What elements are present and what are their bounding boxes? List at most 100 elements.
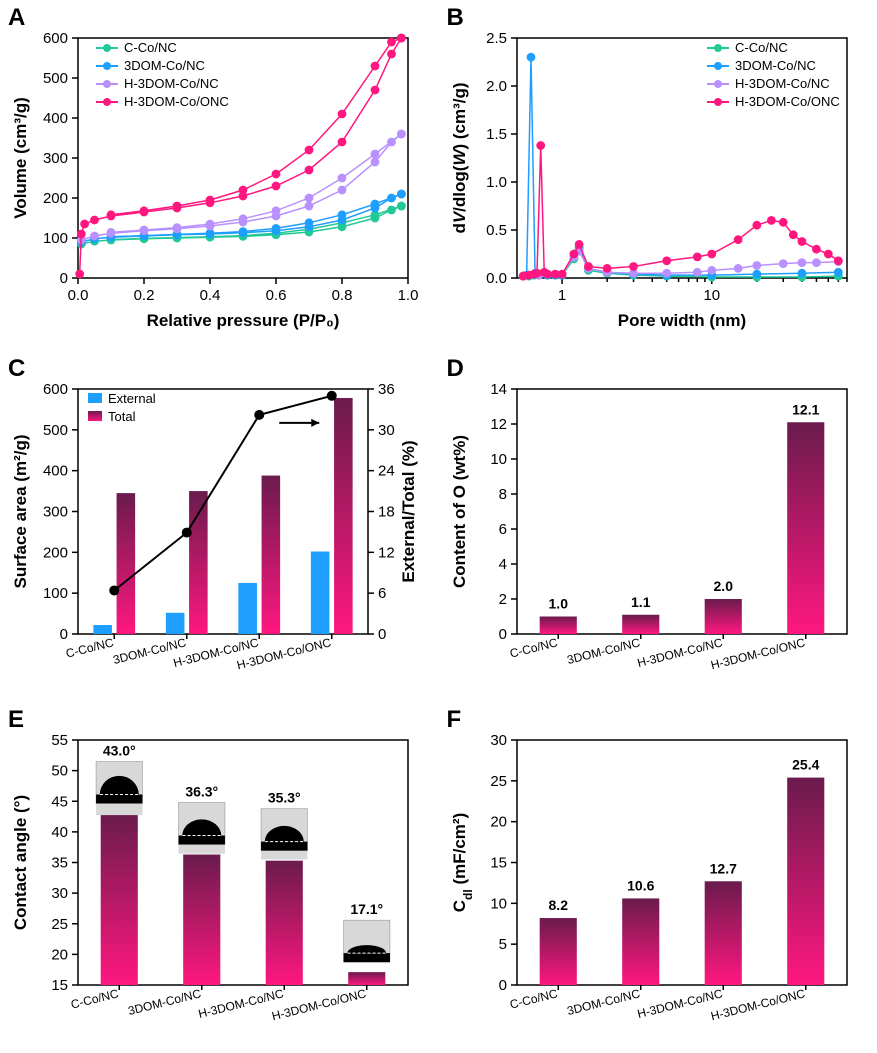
svg-text:External/Total (%): External/Total (%) [399, 440, 418, 582]
svg-text:1.0: 1.0 [486, 174, 507, 191]
svg-text:4: 4 [498, 556, 506, 573]
svg-text:0: 0 [378, 626, 386, 643]
svg-text:0: 0 [498, 977, 506, 994]
svg-text:Contact angle (°): Contact angle (°) [11, 795, 30, 930]
svg-text:600: 600 [43, 381, 68, 398]
svg-text:C-Co/NC: C-Co/NC [508, 635, 559, 660]
chart-d: 02468101214Content of O (wt%)1.01.12.012… [447, 359, 867, 689]
chart-c: 0100200300400500600061218243036Surface a… [8, 359, 428, 689]
panel-e: E 15 20 25 30 35 40 45 50 55 Contact angle (°) 43.… [0, 702, 439, 1053]
svg-text:200: 200 [43, 544, 68, 561]
svg-text:0: 0 [60, 626, 68, 643]
svg-text:Content of O (wt%): Content of O (wt%) [450, 435, 469, 588]
svg-text:0.6: 0.6 [266, 287, 287, 304]
panel-b: B 1100.00.51.01.52.02.5Pore width (nm)dV… [439, 0, 877, 351]
svg-text:100: 100 [43, 230, 68, 247]
panel-f-label: F [447, 706, 462, 734]
svg-text:50: 50 [51, 763, 68, 780]
svg-text:Total: Total [108, 409, 136, 424]
svg-text:Relative pressure (P/P₀): Relative pressure (P/P₀) [147, 311, 340, 330]
svg-text:10: 10 [490, 895, 507, 912]
svg-text:25: 25 [51, 916, 68, 933]
svg-text:H-3DOM-Co/NC: H-3DOM-Co/NC [124, 76, 219, 91]
svg-text:12.1: 12.1 [792, 401, 819, 417]
svg-text:3DOM-Co/NC: 3DOM-Co/NC [127, 986, 203, 1018]
svg-text:18: 18 [378, 504, 395, 521]
svg-text:8.2: 8.2 [548, 897, 568, 913]
svg-text:35: 35 [51, 855, 68, 872]
panel-d: D 02468101214Content of O (wt%)1.01.12.0… [439, 351, 877, 702]
svg-text:500: 500 [43, 422, 68, 439]
svg-text:40: 40 [51, 824, 68, 841]
panel-d-label: D [447, 355, 464, 383]
svg-text:17.1°: 17.1° [350, 901, 383, 917]
svg-text:C-Co/NC: C-Co/NC [69, 986, 120, 1011]
svg-text:0: 0 [60, 270, 68, 287]
svg-text:C-Co/NC: C-Co/NC [508, 986, 559, 1011]
svg-text:55: 55 [51, 732, 68, 749]
svg-text:0.8: 0.8 [332, 287, 353, 304]
svg-text:2: 2 [498, 591, 506, 608]
svg-text:300: 300 [43, 504, 68, 521]
svg-text:2.0: 2.0 [713, 578, 733, 594]
svg-text:H-3DOM-Co/ONC: H-3DOM-Co/ONC [270, 986, 368, 1023]
svg-text:30: 30 [490, 732, 507, 749]
chart-e: 15 20 25 30 35 40 45 50 55 Contact angle (°) 43.0°… [8, 710, 428, 1040]
svg-text:C-Co/NC: C-Co/NC [124, 40, 177, 55]
svg-text:100: 100 [43, 585, 68, 602]
svg-text:0.4: 0.4 [200, 287, 221, 304]
panel-c-label: C [8, 355, 25, 383]
svg-text:14: 14 [490, 381, 507, 398]
svg-text:0: 0 [498, 626, 506, 643]
svg-text:C-Co/NC: C-Co/NC [64, 635, 115, 660]
svg-text:35.3°: 35.3° [268, 790, 301, 806]
svg-text:0.5: 0.5 [486, 222, 507, 239]
svg-text:0.2: 0.2 [134, 287, 155, 304]
figure-grid: A 0.00.20.40.60.81.00100200300400500600R… [0, 0, 877, 1036]
svg-text:1.5: 1.5 [486, 126, 507, 143]
svg-text:Volume (cm³/g): Volume (cm³/g) [11, 97, 30, 219]
svg-text:45: 45 [51, 793, 68, 810]
svg-text:15: 15 [51, 977, 68, 994]
svg-text:3DOM-Co/NC: 3DOM-Co/NC [565, 635, 641, 667]
svg-text:3DOM-Co/NC: 3DOM-Co/NC [565, 986, 641, 1018]
svg-text:Surface area (m²/g): Surface area (m²/g) [11, 435, 30, 589]
svg-text:15: 15 [490, 855, 507, 872]
svg-text:20: 20 [51, 946, 68, 963]
svg-text:H-3DOM-Co/NC: H-3DOM-Co/NC [735, 76, 830, 91]
svg-text:30: 30 [51, 885, 68, 902]
svg-text:300: 300 [43, 150, 68, 167]
svg-text:C-Co/NC: C-Co/NC [735, 40, 788, 55]
chart-b: 1100.00.51.01.52.02.5Pore width (nm)dV/d… [447, 8, 867, 338]
svg-text:0.0: 0.0 [486, 270, 507, 287]
panel-e-label: E [8, 706, 24, 734]
svg-text:Cdl (mF/cm²): Cdl (mF/cm²) [450, 813, 475, 912]
svg-text:36: 36 [378, 381, 395, 398]
svg-text:1.0: 1.0 [398, 287, 419, 304]
svg-text:12: 12 [490, 416, 507, 433]
svg-text:500: 500 [43, 70, 68, 87]
svg-text:25: 25 [490, 773, 507, 790]
svg-text:3DOM-Co/NC: 3DOM-Co/NC [735, 58, 816, 73]
svg-text:H-3DOM-Co/ONC: H-3DOM-Co/ONC [124, 94, 229, 109]
svg-text:H-3DOM-Co/ONC: H-3DOM-Co/ONC [735, 94, 840, 109]
panel-a-label: A [8, 4, 25, 32]
chart-a: 0.0 0.2 0.4 0.6 0.8 1.0 0 100 200 300 400 500 600 Rel… [8, 8, 428, 338]
svg-text:0.0: 0.0 [68, 287, 89, 304]
svg-text:10.6: 10.6 [627, 877, 654, 893]
svg-text:20: 20 [490, 814, 507, 831]
svg-text:5: 5 [498, 936, 506, 953]
svg-text:600: 600 [43, 30, 68, 47]
svg-text:2.0: 2.0 [486, 78, 507, 95]
panel-c: C 0100200300400500600061218243036Surface… [0, 351, 439, 702]
svg-text:400: 400 [43, 110, 68, 127]
svg-text:200: 200 [43, 190, 68, 207]
svg-text:3DOM-Co/NC: 3DOM-Co/NC [124, 58, 205, 73]
svg-text:12.7: 12.7 [709, 860, 736, 876]
svg-text:1.1: 1.1 [631, 594, 651, 610]
svg-text:12: 12 [378, 544, 395, 561]
svg-text:H-3DOM-Co/ONC: H-3DOM-Co/ONC [709, 986, 807, 1023]
svg-text:43.0°: 43.0° [103, 743, 136, 759]
svg-text:Pore width (nm): Pore width (nm) [617, 311, 745, 330]
svg-text:24: 24 [378, 463, 395, 480]
